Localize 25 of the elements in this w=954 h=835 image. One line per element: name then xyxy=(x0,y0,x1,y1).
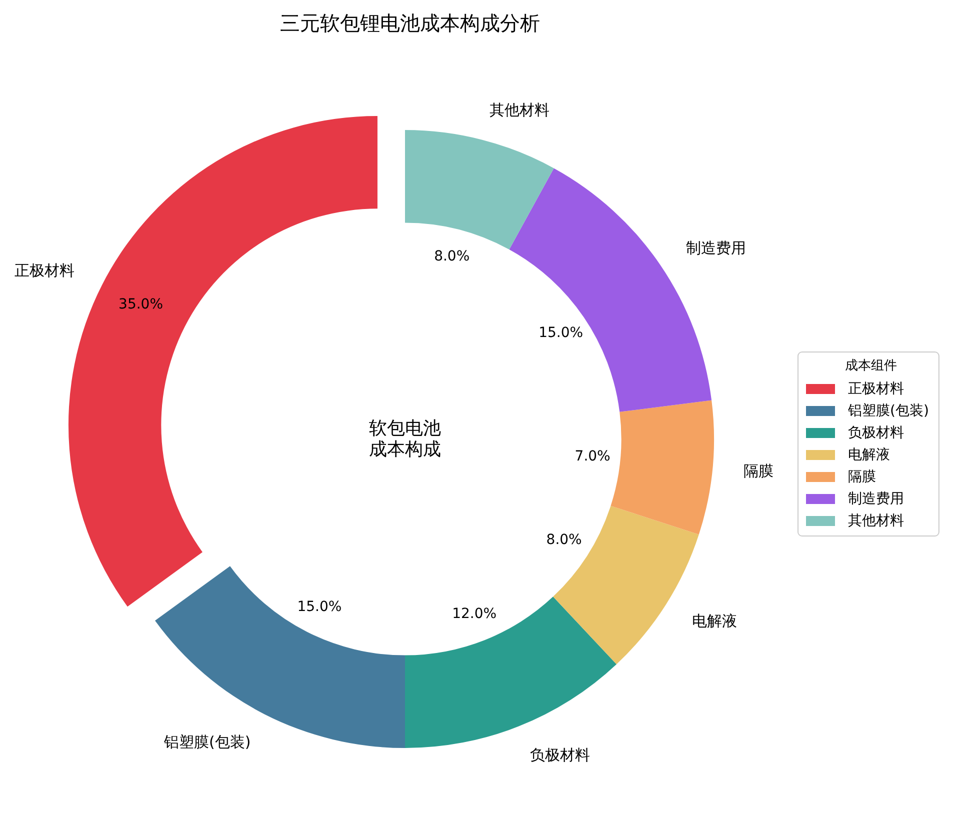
legend-label: 其他材料 xyxy=(848,513,904,529)
data-label: 15.0% xyxy=(297,598,342,615)
data-label: 7.0% xyxy=(574,448,610,465)
data-label: 8.0% xyxy=(546,532,582,548)
slice-label: 其他材料 xyxy=(490,100,550,119)
slice-label: 制造费用 xyxy=(686,238,746,257)
legend-label: 制造费用 xyxy=(848,491,904,507)
data-label: 35.0% xyxy=(118,296,164,312)
legend-label: 负极材料 xyxy=(848,425,904,441)
text: 软包电池 xyxy=(369,418,441,439)
category-label: 隔膜 xyxy=(743,462,774,480)
slice-label: 正极材料 xyxy=(14,262,75,280)
legend-title: 成本组件 xyxy=(845,358,897,374)
slice-label: 铝塑膜(包装) xyxy=(162,732,251,751)
text: 成本构成 xyxy=(369,439,441,460)
legend-label: 正极材料 xyxy=(848,381,904,397)
data-label: 15.0% xyxy=(538,325,584,342)
slice-label: 负极材料 xyxy=(530,746,590,764)
data-label: 12.0% xyxy=(452,606,497,622)
data-label: 8.0% xyxy=(434,248,470,265)
legend-label: 铝塑膜(包装) xyxy=(847,403,929,419)
legend-label: 电解液 xyxy=(848,447,890,463)
category-label: 电解液 xyxy=(692,612,737,630)
legend-label: 隔膜 xyxy=(848,469,876,485)
chart-title: 三元软包锂电池成本构成分析 xyxy=(280,11,540,35)
